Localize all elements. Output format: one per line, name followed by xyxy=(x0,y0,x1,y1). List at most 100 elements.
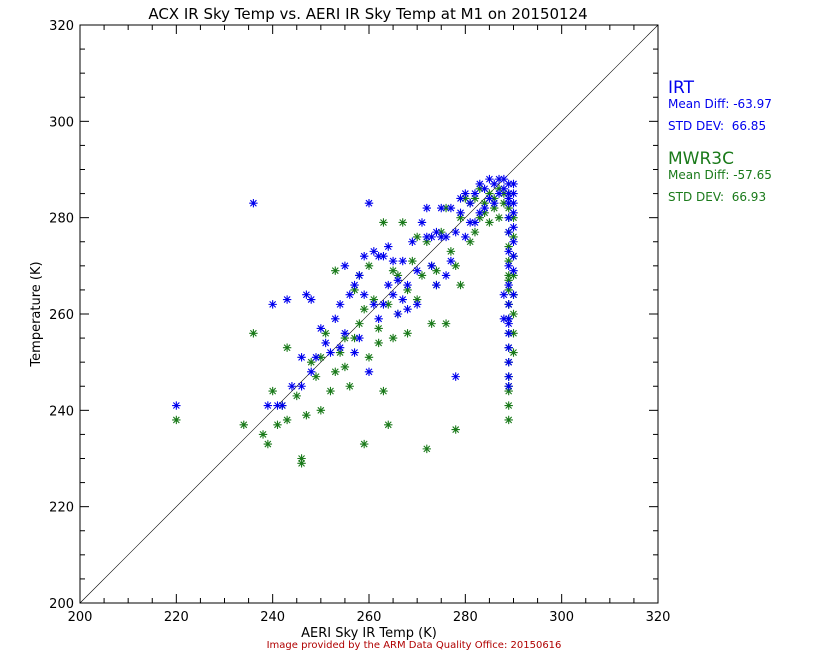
irt-point xyxy=(302,290,311,299)
irt-point xyxy=(504,247,513,256)
irt-point xyxy=(412,266,422,275)
mwr3c-point xyxy=(456,213,465,222)
mwr3c-point xyxy=(504,276,513,285)
irt-point xyxy=(504,227,513,237)
irt-point xyxy=(393,276,403,285)
mwr3c-point xyxy=(172,415,181,425)
irt-point xyxy=(509,266,518,275)
mwr3c-point xyxy=(379,386,388,396)
mwr3c-point xyxy=(388,266,398,275)
irt-point xyxy=(504,261,513,271)
irt-point xyxy=(388,256,398,266)
irt-point xyxy=(504,329,513,338)
irt-point xyxy=(432,280,441,290)
mwr3c-point xyxy=(427,319,436,328)
mwr3c-point xyxy=(364,353,374,362)
mwr3c-point xyxy=(273,420,282,429)
irt-point xyxy=(355,333,364,343)
x-axis: 200 220 240 260 280 300 320 xyxy=(68,25,670,625)
irt-point xyxy=(446,203,456,213)
irt-point xyxy=(504,357,513,367)
irt-point xyxy=(359,252,369,261)
mwr3c-point xyxy=(490,203,499,213)
irt-point xyxy=(287,382,297,391)
irt-point xyxy=(509,223,518,232)
irt-point xyxy=(335,343,345,352)
irt-point xyxy=(379,252,388,261)
mwr3c-point xyxy=(504,256,513,266)
irt-point xyxy=(437,203,446,213)
mwr3c-point xyxy=(465,237,475,246)
irt-point xyxy=(461,189,470,198)
y-axis-label: Temperature (K) xyxy=(29,261,44,367)
mwr3c-point xyxy=(268,386,277,396)
irt-point xyxy=(350,348,359,357)
mwr3c-point xyxy=(340,362,350,372)
mwr3c-point xyxy=(350,333,359,343)
irt-point xyxy=(326,348,335,357)
mwr3c-point xyxy=(504,386,513,396)
mwr3c-point xyxy=(461,194,470,203)
irt-point xyxy=(504,372,513,381)
legend-irt-mean-diff: Mean Diff: -63.97 xyxy=(668,97,772,111)
irt-point xyxy=(364,199,374,208)
irt-point xyxy=(379,300,388,309)
irt-point xyxy=(490,199,499,208)
irt-point xyxy=(408,237,417,246)
mwr3c-point xyxy=(364,261,374,271)
reference-line xyxy=(79,24,659,604)
irt-point xyxy=(398,256,407,266)
irt-point xyxy=(509,179,518,189)
mwr3c-point xyxy=(456,280,465,290)
irt-point xyxy=(340,261,350,271)
series-irt xyxy=(172,174,518,410)
irt-point xyxy=(359,290,369,299)
irt-point xyxy=(249,199,258,208)
irt-point xyxy=(364,367,374,376)
mwr3c-point xyxy=(509,213,518,222)
irt-point xyxy=(355,271,364,280)
irt-point xyxy=(369,247,379,256)
irt-point xyxy=(263,401,273,410)
mwr3c-point xyxy=(335,348,345,357)
irt-point xyxy=(321,338,330,348)
mwr3c-point xyxy=(437,227,446,237)
irt-point xyxy=(470,189,480,198)
series-mwr3c xyxy=(172,184,518,468)
irt-point xyxy=(422,232,431,242)
mwr3c-point xyxy=(412,232,422,242)
irt-point xyxy=(403,280,412,290)
irt-point xyxy=(456,194,465,203)
irt-point xyxy=(504,382,513,391)
irt-point xyxy=(307,367,316,376)
mwr3c-point xyxy=(509,348,518,357)
mwr3c-point xyxy=(504,203,513,213)
mwr3c-point xyxy=(403,285,412,295)
irt-point xyxy=(374,314,383,324)
legend-irt-name: IRT xyxy=(668,78,695,98)
mwr3c-point xyxy=(504,242,513,251)
irt-point xyxy=(345,290,354,299)
mwr3c-point xyxy=(355,319,364,328)
irt-point xyxy=(456,208,465,218)
mwr3c-point xyxy=(311,372,321,381)
irt-point xyxy=(509,189,518,198)
irt-point xyxy=(490,179,499,189)
mwr3c-point xyxy=(408,256,417,266)
mwr3c-point xyxy=(258,430,268,439)
mwr3c-point xyxy=(451,425,460,434)
mwr3c-point xyxy=(239,420,248,429)
mwr3c-point xyxy=(485,218,494,227)
irt-point xyxy=(282,295,292,304)
irt-point xyxy=(475,179,484,189)
irt-point xyxy=(504,319,513,328)
irt-point xyxy=(504,300,513,309)
mwr3c-point xyxy=(441,203,451,213)
mwr3c-point xyxy=(331,367,340,376)
mwr3c-point xyxy=(504,271,513,280)
mwr3c-point xyxy=(504,401,513,410)
mwr3c-point xyxy=(504,415,513,425)
mwr3c-point xyxy=(470,194,480,203)
y-tick-label: 240 xyxy=(49,404,74,419)
mwr3c-point xyxy=(374,324,383,333)
